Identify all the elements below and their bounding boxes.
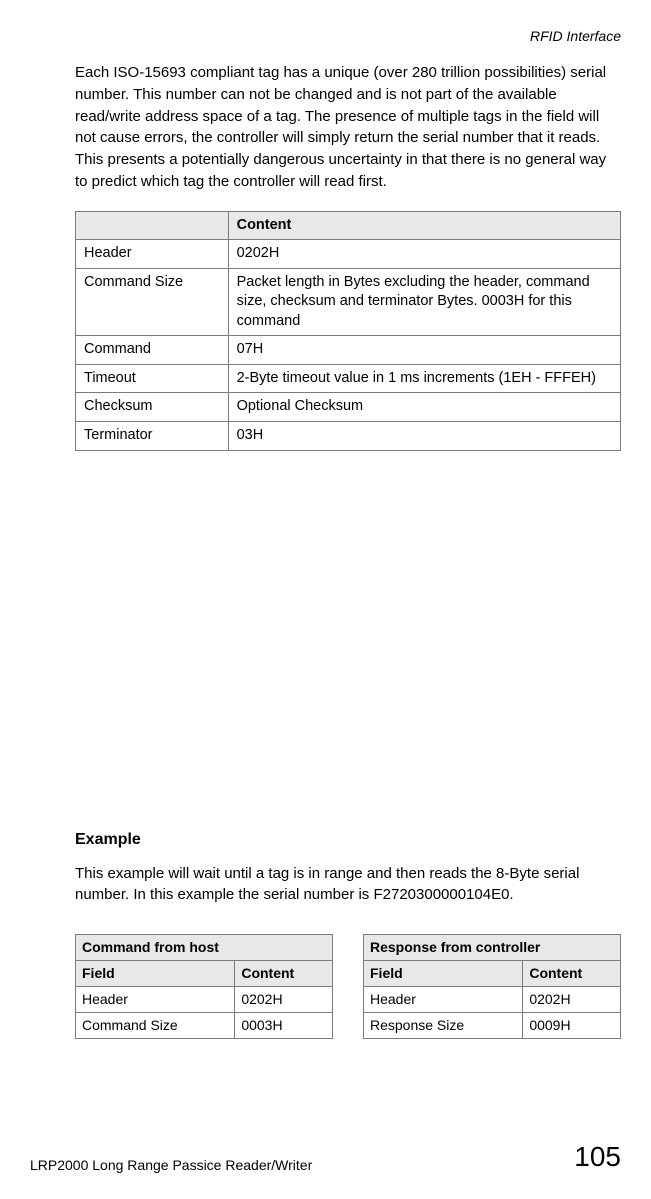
host-header-content: Content — [235, 960, 333, 986]
table-row: Header 0202H — [76, 240, 621, 269]
cell-field: Header — [76, 986, 235, 1012]
host-header-field: Field — [76, 960, 235, 986]
example-paragraph: This example will wait until a tag is in… — [75, 863, 621, 907]
table-row: Checksum Optional Checksum — [76, 393, 621, 422]
table-row: Header 0202H — [364, 986, 621, 1012]
cell-content: Optional Checksum — [228, 393, 620, 422]
cell-content: 0202H — [523, 986, 621, 1012]
cell-field: Command Size — [76, 268, 229, 336]
host-command-table: Command from host Field Content Header 0… — [75, 934, 333, 1039]
table-row: Command Size 0003H — [76, 1012, 333, 1038]
table-row: Terminator 03H — [76, 422, 621, 451]
controller-response-table: Response from controller Field Content H… — [363, 934, 621, 1039]
example-heading: Example — [75, 831, 621, 849]
cell-field: Response Size — [364, 1012, 523, 1038]
table-row: Command Size Packet length in Bytes excl… — [76, 268, 621, 336]
resp-table-title: Response from controller — [364, 935, 621, 961]
cell-field: Header — [364, 986, 523, 1012]
page-number: 105 — [574, 1141, 621, 1173]
cell-field: Command Size — [76, 1012, 235, 1038]
cell-content: 0202H — [235, 986, 333, 1012]
table-header-blank — [76, 211, 229, 240]
cell-content: 0202H — [228, 240, 620, 269]
intro-paragraph: Each ISO-15693 compliant tag has a uniqu… — [75, 62, 621, 193]
footer-title: LRP2000 Long Range Passice Reader/Writer — [30, 1157, 312, 1173]
section-header: RFID Interface — [75, 28, 621, 44]
resp-header-field: Field — [364, 960, 523, 986]
host-table-title: Command from host — [76, 935, 333, 961]
page-footer: LRP2000 Long Range Passice Reader/Writer… — [30, 1141, 621, 1173]
table-header-content: Content — [228, 211, 620, 240]
table-row: Command 07H — [76, 336, 621, 365]
resp-header-content: Content — [523, 960, 621, 986]
cell-content: Packet length in Bytes excluding the hea… — [228, 268, 620, 336]
cell-field: Checksum — [76, 393, 229, 422]
cell-content: 2-Byte timeout value in 1 ms increments … — [228, 364, 620, 393]
cell-field: Header — [76, 240, 229, 269]
table-row: Response Size 0009H — [364, 1012, 621, 1038]
table-row: Header 0202H — [76, 986, 333, 1012]
cell-content: 0009H — [523, 1012, 621, 1038]
cell-content: 0003H — [235, 1012, 333, 1038]
table-row: Timeout 2-Byte timeout value in 1 ms inc… — [76, 364, 621, 393]
cell-field: Timeout — [76, 364, 229, 393]
cell-content: 07H — [228, 336, 620, 365]
content-table: Content Header 0202H Command Size Packet… — [75, 211, 621, 451]
cell-field: Command — [76, 336, 229, 365]
cell-field: Terminator — [76, 422, 229, 451]
cell-content: 03H — [228, 422, 620, 451]
